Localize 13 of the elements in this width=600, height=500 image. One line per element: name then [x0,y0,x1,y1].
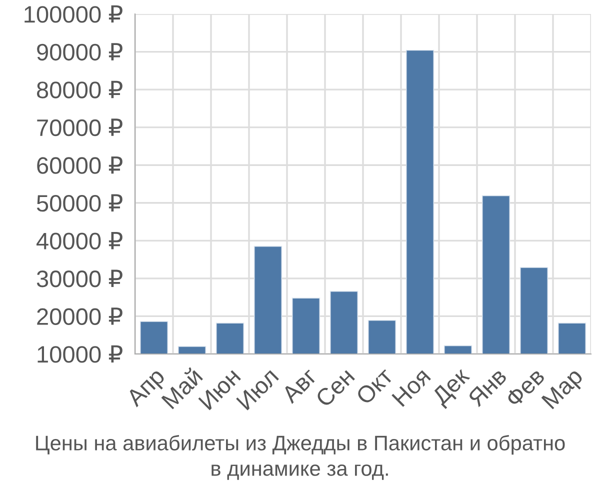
y-tick-label: 90000 ₽ [37,43,122,61]
y-tick-label: 10000 ₽ [38,345,122,363]
y-tick-label: 20000 ₽ [37,308,122,326]
y-tick-label: 50000 ₽ [36,194,122,212]
y-tick-label: 40000 ₽ [36,232,122,250]
y-tick-label: 70000 ₽ [37,118,122,136]
x-tick-label: Мар [541,367,587,413]
x-tick-label: Ноя [392,368,432,408]
y-tick-label: 30000 ₽ [36,270,122,288]
y-tick-label: 100000 ₽ [24,5,122,23]
text: Цены на авиабилеты из Джедды в Пакистан и обратно в динамике за год. [36,434,565,480]
y-tick-label: 80000 ₽ [36,80,122,98]
y-tick-label: 60000 ₽ [37,156,122,174]
